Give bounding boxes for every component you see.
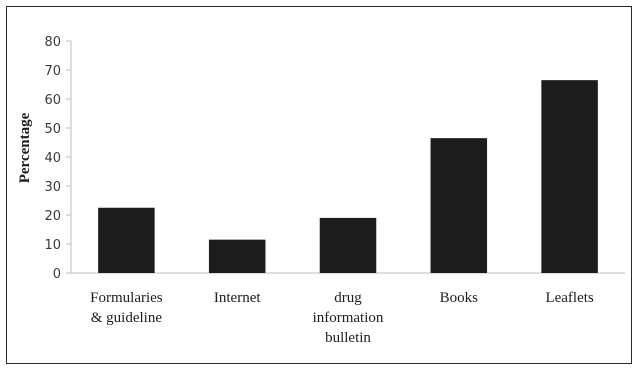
y-axis: 0 10 20 30 40 50 60 70 80: [44, 35, 72, 282]
category-labels: Formularies & guideline Internet drug inform…: [90, 290, 594, 346]
x-category-label: Formularies & guideline: [90, 290, 163, 326]
x-category-label: Leaflets: [545, 290, 593, 306]
chart-frame: 0 10 20 30 40 50 60 70 80 Formularies & guideline…: [6, 6, 632, 364]
y-tick-label: 30: [44, 180, 61, 195]
y-tick-label: 40: [44, 151, 61, 166]
bar: [98, 207, 155, 273]
y-tick-label: 60: [44, 93, 61, 108]
bar-chart: 0 10 20 30 40 50 60 70 80 Formularies & guideline…: [17, 35, 625, 346]
bar: [541, 80, 598, 274]
bar: [208, 239, 266, 273]
x-category-label: Books: [440, 290, 479, 306]
bar: [430, 138, 488, 273]
bar: [319, 217, 377, 273]
y-tick-label: 80: [44, 35, 61, 50]
y-tick-label: 20: [44, 209, 61, 224]
x-category-label: drug information bulletin: [313, 290, 384, 346]
x-category-label: Internet: [214, 290, 261, 306]
y-tick-label: 0: [53, 267, 61, 282]
y-tick-label: 70: [44, 64, 61, 79]
y-tick-label: 50: [44, 122, 61, 137]
bars: [98, 80, 598, 274]
y-axis-title: Percentage: [17, 112, 33, 183]
y-tick-label: 10: [44, 238, 61, 253]
